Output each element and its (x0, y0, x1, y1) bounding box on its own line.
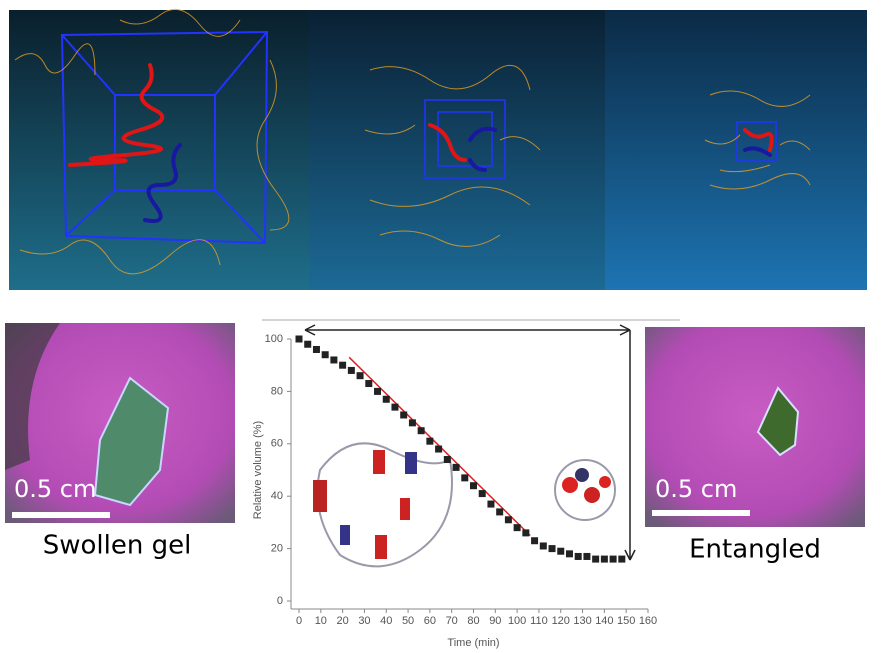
data-point (435, 446, 442, 453)
data-point (496, 508, 503, 515)
data-point (391, 404, 398, 411)
data-point (592, 556, 599, 563)
y-tick-label: 0 (277, 595, 283, 607)
y-tick-label: 100 (265, 333, 283, 345)
data-point (296, 336, 303, 343)
data-point (461, 474, 468, 481)
data-point (618, 556, 625, 563)
x-tick-label: 100 (508, 615, 526, 627)
data-point (365, 380, 372, 387)
caption: Swollen gel (43, 531, 192, 561)
x-tick-label: 120 (552, 615, 570, 627)
y-tick-label: 20 (271, 543, 283, 555)
scale-label: 0.5 cm (14, 475, 96, 503)
x-tick-label: 0 (296, 615, 302, 627)
x-tick-label: 60 (424, 615, 436, 627)
right-photo: 0.5 cm Entangled (645, 327, 865, 565)
x-tick-label: 90 (489, 615, 501, 627)
left-photo: 0.5 cm Swollen gel (5, 323, 235, 561)
data-point (540, 542, 547, 549)
x-tick-label: 30 (358, 615, 370, 627)
data-point (549, 545, 556, 552)
x-tick-label: 40 (380, 615, 392, 627)
y-tick-label: 60 (271, 438, 283, 450)
y-tick-label: 40 (271, 490, 283, 502)
data-point (383, 396, 390, 403)
data-point (444, 456, 451, 463)
x-tick-label: 10 (315, 615, 327, 627)
data-point (487, 501, 494, 508)
data-point (330, 356, 337, 363)
data-point (610, 556, 617, 563)
data-point (470, 482, 477, 489)
data-point (304, 341, 311, 348)
data-point (357, 372, 364, 379)
y-axis-label: Relative volume (%) (252, 421, 264, 519)
data-point (531, 537, 538, 544)
data-point (566, 550, 573, 557)
x-axis-label: Time (min) (447, 637, 499, 649)
x-tick-label: 80 (467, 615, 479, 627)
simulation-panels (9, 9, 867, 290)
caption: Entangled (689, 535, 821, 565)
x-tick-label: 50 (402, 615, 414, 627)
data-point (418, 427, 425, 434)
scale-label: 0.5 cm (655, 475, 737, 503)
y-tick-label: 80 (271, 385, 283, 397)
data-point (339, 362, 346, 369)
data-point (479, 490, 486, 497)
x-tick-label: 20 (337, 615, 349, 627)
x-tick-label: 140 (595, 615, 613, 627)
x-tick-label: 150 (617, 615, 635, 627)
data-point (374, 388, 381, 395)
data-point (505, 516, 512, 523)
x-tick-label: 110 (530, 615, 548, 627)
figure: 0.5 cm Swollen gel 0.5 cm Entangled 0 20 4… (0, 0, 894, 649)
data-point (601, 556, 608, 563)
data-point (322, 351, 329, 358)
data-point (426, 438, 433, 445)
data-point (400, 411, 407, 418)
data-point (557, 548, 564, 555)
data-point (348, 367, 355, 374)
data-point (522, 529, 529, 536)
data-point (583, 553, 590, 560)
data-point (453, 464, 460, 471)
data-point (409, 419, 416, 426)
data-point (575, 553, 582, 560)
x-tick-label: 130 (573, 615, 591, 627)
data-point (313, 346, 320, 353)
x-tick-label: 160 (639, 615, 657, 627)
data-point (514, 524, 521, 531)
x-tick-label: 70 (446, 615, 458, 627)
